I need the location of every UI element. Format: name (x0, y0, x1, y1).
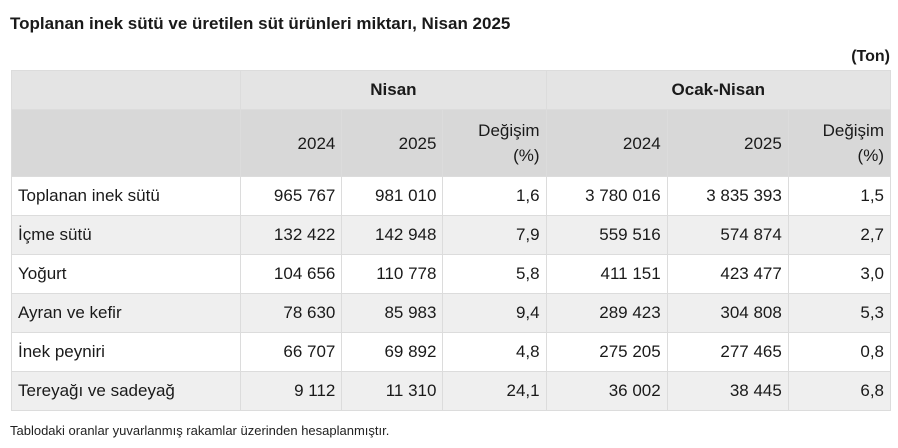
table-cell: 5,8 (442, 254, 547, 294)
table-cell: 78 630 (240, 293, 343, 333)
table-cell: 104 656 (240, 254, 343, 294)
table-cell: 38 445 (666, 371, 789, 411)
table-cell: 110 778 (341, 254, 444, 294)
table-row: Ayran ve kefir 78 630 85 983 9,4 289 423 304 … (10, 293, 892, 333)
table-cell: 36 002 (545, 371, 668, 411)
header-ocak-nisan-2024: 2024 (545, 109, 668, 177)
milk-production-table: Nisan Ocak-Nisan 2024 2025 Değişim (%) 20… (10, 70, 892, 411)
table-cell: 1,6 (442, 176, 547, 216)
table-cell: 132 422 (240, 215, 343, 255)
table-cell: 981 010 (341, 176, 444, 216)
table-cell: 69 892 (341, 332, 444, 372)
sub-header-row: 2024 2025 Değişim (%) 2024 2025 Değişim (%… (10, 109, 892, 177)
row-label: İnek peyniri (10, 332, 242, 372)
table-cell: 4,8 (442, 332, 547, 372)
row-label: İçme sütü (10, 215, 242, 255)
header-nisan-2025: 2025 (341, 109, 444, 177)
header-blank-cell (10, 70, 242, 110)
header-nisan-2024: 2024 (240, 109, 343, 177)
table-cell: 6,8 (787, 371, 892, 411)
row-label: Tereyağı ve sadeyağ (10, 371, 242, 411)
table-cell: 24,1 (442, 371, 547, 411)
table-cell: 3 835 393 (666, 176, 789, 216)
table-cell: 289 423 (545, 293, 668, 333)
table-cell: 3 780 016 (545, 176, 668, 216)
table-cell: 559 516 (545, 215, 668, 255)
table-cell: 275 205 (545, 332, 668, 372)
table-cell: 85 983 (341, 293, 444, 333)
table-cell: 965 767 (240, 176, 343, 216)
table-cell: 66 707 (240, 332, 343, 372)
header-nisan-change: Değişim (%) (442, 109, 547, 177)
page-title: Toplanan inek sütü ve üretilen süt ürünl… (10, 14, 511, 33)
table-cell: 411 151 (545, 254, 668, 294)
table-cell: 1,5 (787, 176, 892, 216)
table-row: Toplanan inek sütü 965 767 981 010 1,6 3 780… (10, 176, 892, 216)
table-cell: 3,0 (787, 254, 892, 294)
table-cell: 304 808 (666, 293, 789, 333)
table-cell: 9,4 (442, 293, 547, 333)
table-row: İçme sütü 132 422 142 948 7,9 559 516 574 874… (10, 215, 892, 255)
unit-label: (Ton) (851, 48, 890, 65)
group-header-row: Nisan Ocak-Nisan (10, 70, 892, 110)
row-label: Yoğurt (10, 254, 242, 294)
table-cell: 574 874 (666, 215, 789, 255)
table-cell: 142 948 (341, 215, 444, 255)
table-cell: 7,9 (442, 215, 547, 255)
table-cell: 9 112 (240, 371, 343, 411)
table-row: İnek peyniri 66 707 69 892 4,8 275 205 277 46… (10, 332, 892, 372)
group-header-ocak-nisan: Ocak-Nisan (545, 70, 892, 110)
header-blank-cell (10, 109, 242, 177)
row-label: Ayran ve kefir (10, 293, 242, 333)
table-cell: 5,3 (787, 293, 892, 333)
table-row: Yoğurt 104 656 110 778 5,8 411 151 423 477 3,0 (10, 254, 892, 294)
table-cell: 11 310 (341, 371, 444, 411)
group-header-nisan: Nisan (240, 70, 547, 110)
table-cell: 2,7 (787, 215, 892, 255)
footnote: Tablodaki oranlar yuvarlanmış rakamlar ü… (10, 423, 390, 438)
header-ocak-nisan-2025: 2025 (666, 109, 789, 177)
header-ocak-nisan-change: Değişim (%) (787, 109, 892, 177)
row-label: Toplanan inek sütü (10, 176, 242, 216)
table-cell: 423 477 (666, 254, 789, 294)
table-cell: 277 465 (666, 332, 789, 372)
table-cell: 0,8 (787, 332, 892, 372)
table-row: Tereyağı ve sadeyağ 9 112 11 310 24,1 36 002… (10, 371, 892, 411)
